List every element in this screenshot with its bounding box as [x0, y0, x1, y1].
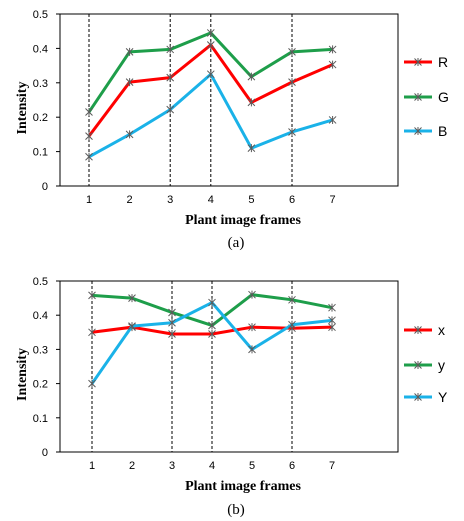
data-point [328, 323, 336, 332]
y-tick-label: 0.2 [33, 379, 48, 391]
data-point [328, 45, 337, 54]
chart-a: 0 0.1 0.2 0.3 0.4 0.5 1 2 3 4 5 6 7 Plant image frame… [15, 9, 449, 251]
data-point [88, 328, 96, 337]
y-tick-label: 0.4 [33, 43, 48, 55]
legend-label: R [438, 54, 448, 70]
legend-marker [414, 127, 422, 135]
y-tick-label: 0 [42, 181, 48, 193]
data-point [247, 98, 256, 107]
data-point [206, 28, 215, 37]
legend-marker [414, 58, 422, 66]
y-tick-label: 0.5 [33, 9, 48, 21]
data-point [247, 72, 256, 81]
data-point [208, 330, 216, 339]
x-tick-label: 1 [86, 194, 92, 206]
data-point [85, 132, 93, 141]
data-point [88, 291, 96, 300]
x-tick-label: 2 [129, 460, 135, 472]
y-tick-label: 0.1 [33, 147, 48, 159]
data-point [128, 322, 136, 331]
data-point [288, 295, 296, 304]
y-axis-title: Intensity [15, 348, 30, 401]
data-point [328, 115, 337, 124]
x-axis-title: Plant image frames [185, 213, 301, 228]
data-point [85, 108, 93, 117]
x-tick-label: 3 [169, 460, 175, 472]
x-tick-label: 5 [248, 194, 254, 206]
legend: R G B [404, 54, 449, 139]
legend-marker [414, 93, 422, 101]
y-tick-label: 0 [42, 447, 48, 459]
data-point [288, 78, 296, 87]
data-point [168, 318, 176, 327]
y-tick-label: 0.3 [33, 344, 48, 356]
x-tick-label: 5 [249, 460, 255, 472]
x-tick-label: 1 [89, 460, 95, 472]
x-tick-label: 6 [289, 460, 295, 472]
data-point [125, 78, 134, 87]
x-tick-label: 2 [127, 194, 133, 206]
data-point [206, 70, 215, 79]
data-point [168, 308, 176, 317]
data-point [166, 45, 175, 54]
x-tick-label: 6 [289, 194, 295, 206]
legend-marker [414, 361, 422, 369]
x-tick-label: 4 [209, 460, 215, 472]
data-point [248, 290, 256, 299]
legend-marker [414, 393, 422, 401]
y-tick-label: 0.3 [33, 78, 48, 90]
x-tick-label: 4 [208, 194, 214, 206]
y-tick-label: 0.2 [33, 112, 48, 124]
plot-area [59, 280, 399, 453]
data-point [328, 316, 336, 325]
data-point [125, 47, 134, 56]
x-tick-label: 3 [167, 194, 173, 206]
legend-label: y [438, 357, 445, 373]
legend-label: G [438, 89, 449, 105]
data-point [328, 303, 336, 312]
x-tick-label: 7 [330, 194, 336, 206]
legend-label: B [438, 123, 447, 139]
figure-caption: (b) [227, 502, 245, 518]
plot-area [59, 13, 399, 187]
y-axis-title: Intensity [15, 82, 30, 135]
chart-b: 0 0.1 0.2 0.3 0.4 0.5 1 2 3 4 5 6 7 Plant image frame… [15, 276, 448, 518]
legend-label: x [438, 322, 445, 338]
y-tick-label: 0.1 [33, 413, 48, 425]
data-point [248, 323, 256, 332]
data-point [288, 320, 296, 329]
data-point [328, 60, 337, 69]
data-point [208, 321, 216, 330]
y-tick-label: 0.4 [33, 310, 48, 322]
data-point [206, 40, 215, 49]
data-point [288, 47, 296, 56]
x-tick-label: 7 [329, 460, 335, 472]
data-point [166, 73, 175, 82]
data-point [166, 105, 175, 114]
data-point [128, 294, 136, 303]
data-point [247, 144, 256, 153]
legend-label: Y [438, 389, 448, 405]
y-tick-label: 0.5 [33, 276, 48, 288]
data-point [125, 130, 134, 139]
data-point [168, 330, 176, 339]
data-point [248, 345, 256, 354]
x-axis-title: Plant image frames [185, 479, 301, 494]
data-point [85, 152, 93, 161]
data-point [88, 379, 96, 388]
figure-caption: (a) [228, 235, 245, 251]
legend-marker [414, 326, 422, 334]
data-point [288, 127, 296, 136]
legend: x yY [404, 322, 448, 405]
data-point [208, 298, 216, 307]
